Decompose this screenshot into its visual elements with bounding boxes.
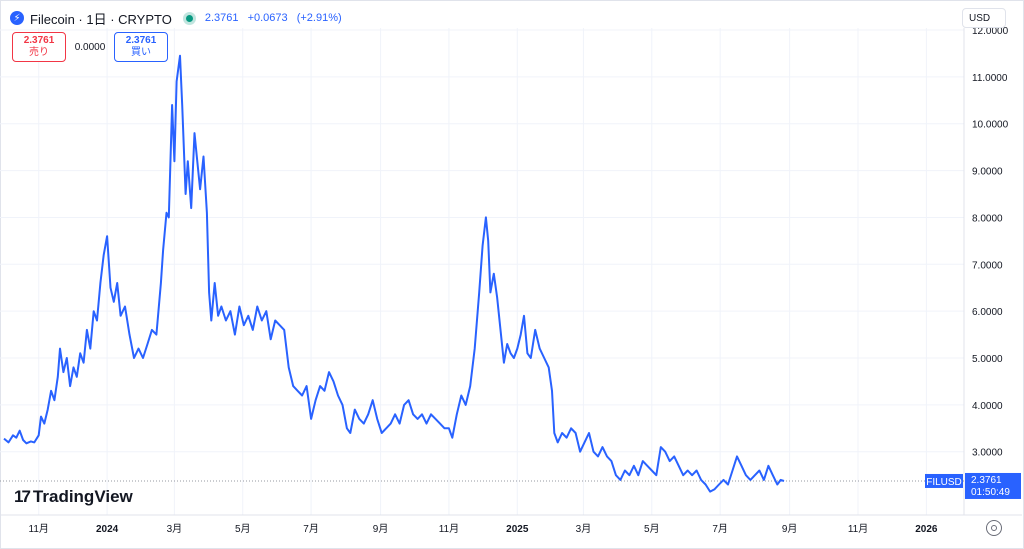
tradingview-logo-icon: 17	[14, 487, 31, 506]
price-series-line	[3, 54, 785, 493]
y-tick-label: 4.0000	[972, 401, 1003, 412]
tradingview-name: TradingView	[32, 487, 133, 506]
x-axis-ticks: 11月 2024 3月 5月 7月 9月 11月 2025 3月 5月 7月 9月 11月 2026	[29, 523, 938, 535]
symbol-badge	[925, 473, 963, 488]
x-tick-label: 11月	[848, 523, 868, 535]
x-tick-label: 5月	[235, 523, 251, 535]
x-tick-label: 7月	[712, 523, 728, 535]
sell-button[interactable]: 2.3761 売り	[12, 32, 66, 62]
y-tick-label: 3.0000	[972, 448, 1003, 459]
price-change: +0.0673	[247, 12, 288, 24]
buy-label: 買い	[131, 47, 151, 58]
sell-label: 売り	[29, 47, 49, 58]
chart-header: ⚡ Filecoin · 1日 · CRYPTO 2.3761 +0.0673 …	[10, 8, 348, 28]
symbol-title[interactable]: Filecoin · 1日 · CRYPTO	[30, 11, 172, 27]
x-tick-label: 3月	[167, 523, 183, 535]
x-tick-label: 9月	[373, 523, 389, 535]
last-price-badge-box	[965, 472, 1021, 499]
market-open-indicator-icon	[185, 14, 193, 22]
last-price-badge: FILUSD 2.3761 01:50:49	[925, 472, 1021, 499]
grid-lines	[0, 28, 964, 515]
tradingview-watermark[interactable]: 17 TradingView	[14, 487, 133, 507]
y-tick-label: 10.0000	[972, 120, 1009, 131]
x-tick-label: 3月	[576, 523, 592, 535]
currency-selector[interactable]: USD	[962, 8, 1006, 28]
y-axis-ticks: 12.0000 11.0000 10.0000 9.0000 8.0000 7.0000 6…	[972, 26, 1009, 459]
last-price: 2.3761	[204, 12, 239, 24]
price-change-percent: (+2.91%)	[296, 12, 342, 24]
x-tick-label: 11月	[29, 523, 49, 535]
x-tick-label: 2025	[506, 524, 529, 535]
x-tick-label: 7月	[303, 523, 319, 535]
countdown-label: 01:50:49	[971, 487, 1010, 498]
y-tick-label: 8.0000	[972, 213, 1003, 224]
x-tick-label: 2026	[915, 524, 938, 535]
y-tick-label: 12.0000	[972, 26, 1009, 37]
y-tick-label: 6.0000	[972, 307, 1003, 318]
last-price-label: 2.3761	[971, 475, 1002, 486]
x-tick-label: 9月	[782, 523, 798, 535]
symbol-badge-label: FILUSD	[926, 477, 962, 488]
y-tick-label: 5.0000	[972, 354, 1003, 365]
buy-price: 2.3761	[125, 35, 157, 46]
y-tick-label: 7.0000	[972, 260, 1003, 271]
price-summary: 2.3761 +0.0673 (+2.91%)	[205, 12, 348, 24]
chart-settings-icon[interactable]	[986, 520, 1002, 536]
x-tick-label: 5月	[644, 523, 660, 535]
sell-price: 2.3761	[23, 35, 55, 46]
filecoin-logo-icon: ⚡	[10, 11, 24, 25]
buy-button[interactable]: 2.3761 買い	[114, 32, 168, 62]
y-tick-label: 11.0000	[972, 73, 1008, 84]
bid-ask-panel: 2.3761 売り 0.0000 2.3761 買い	[12, 32, 168, 62]
y-tick-label: 9.0000	[972, 167, 1003, 178]
x-tick-label: 11月	[439, 523, 459, 535]
x-tick-label: 2024	[96, 524, 119, 535]
spread-value: 0.0000	[74, 41, 106, 53]
